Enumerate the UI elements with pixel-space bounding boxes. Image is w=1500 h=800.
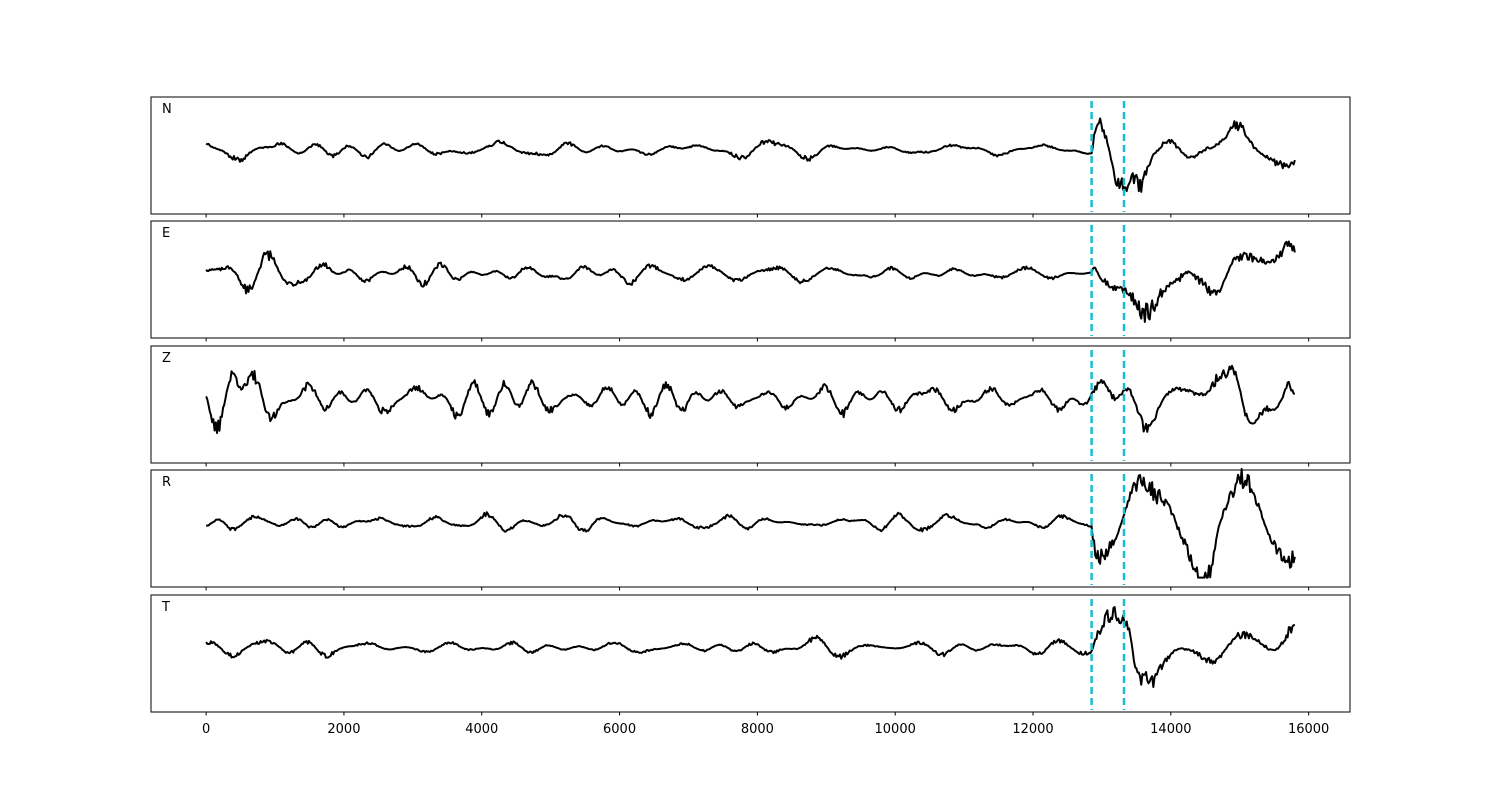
panel-label: Z: [162, 351, 171, 366]
x-tick-label: 4000: [465, 722, 498, 737]
panel-frame: [150, 469, 1351, 588]
x-tick-label: 14000: [1150, 722, 1191, 737]
panel-label: E: [162, 226, 170, 241]
x-tick-label: 0: [202, 722, 210, 737]
trace-z: [205, 364, 1296, 434]
panel-z: Z: [150, 345, 1351, 467]
trace-n: [205, 117, 1296, 193]
panel-e: E: [150, 220, 1351, 342]
panel-frame: [150, 345, 1351, 464]
panel-t: T: [150, 594, 1351, 716]
trace-r: [206, 467, 1296, 579]
panel-r: R: [150, 467, 1351, 591]
panel-frame: [150, 594, 1351, 713]
panel-frame: [150, 220, 1351, 339]
panel-frame: [150, 96, 1351, 215]
x-tick-label: 2000: [327, 722, 360, 737]
x-tick-label: 10000: [875, 722, 916, 737]
x-axis: 0 2000 4000 6000 8000 10000 12000 14000 16000: [202, 722, 1329, 737]
x-tick-label: 6000: [603, 722, 636, 737]
x-tick-label: 16000: [1288, 722, 1329, 737]
trace-e: [205, 240, 1296, 323]
trace-t: [205, 606, 1295, 688]
panel-n: N: [150, 96, 1351, 218]
x-tick-label: 8000: [741, 722, 774, 737]
panel-label: T: [161, 600, 170, 615]
panel-label: N: [162, 102, 172, 117]
panel-label: R: [162, 475, 171, 490]
x-tick-label: 12000: [1012, 722, 1053, 737]
trace-panels: N E Z R T: [150, 96, 1351, 716]
